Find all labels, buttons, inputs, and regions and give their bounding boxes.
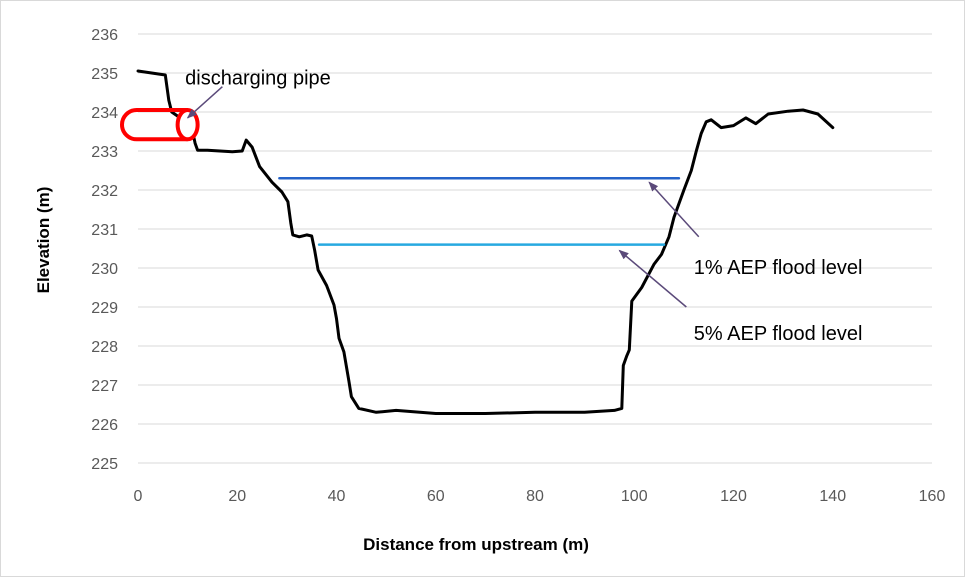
y-tick-label: 229 xyxy=(91,300,118,317)
y-tick-label: 236 xyxy=(91,27,118,44)
pipe-body xyxy=(120,108,188,142)
y-tick-label: 233 xyxy=(91,144,118,161)
series-lines xyxy=(136,69,835,415)
y-tick-label: 232 xyxy=(91,183,118,200)
x-tick-label: 120 xyxy=(720,488,747,505)
annotations: discharging pipe 1% AEP flood level 5% AEP… xyxy=(185,68,862,345)
annotation-arrow xyxy=(618,249,687,308)
x-tick-label: 100 xyxy=(621,488,648,505)
x-tick-label: 60 xyxy=(427,488,445,505)
y-axis-title: Elevation (m) xyxy=(34,187,53,294)
annotation-arrow xyxy=(648,181,700,238)
annotation-arrows xyxy=(186,86,700,308)
y-tick-label: 231 xyxy=(91,222,118,239)
y-tick-label: 227 xyxy=(91,378,118,395)
x-tick-label: 0 xyxy=(134,488,143,505)
y-tick-label: 234 xyxy=(91,105,118,122)
x-tick-label: 40 xyxy=(328,488,346,505)
discharging-pipe-icon xyxy=(120,108,200,142)
ground-profile-line xyxy=(136,69,835,415)
y-tick-label: 230 xyxy=(91,261,118,278)
x-axis-ticks: 0 20 40 60 80 100 120 140 160 xyxy=(134,488,946,505)
pipe-opening xyxy=(175,108,200,142)
x-axis-title: Distance from upstream (m) xyxy=(363,535,589,554)
y-tick-label: 228 xyxy=(91,339,118,356)
annotation-arrow xyxy=(186,86,223,119)
pipe-annotation: discharging pipe xyxy=(185,68,331,90)
flood-level-annotation: 1% AEP flood level xyxy=(694,257,863,279)
x-tick-label: 140 xyxy=(819,488,846,505)
y-tick-label: 235 xyxy=(91,66,118,83)
x-tick-label: 80 xyxy=(526,488,544,505)
y-tick-label: 225 xyxy=(91,456,118,473)
x-tick-label: 20 xyxy=(228,488,246,505)
x-tick-label: 160 xyxy=(919,488,946,505)
y-axis-ticks: 225 226 227 228 229 230 231 232 233 234 235 236 xyxy=(91,27,118,473)
gridlines xyxy=(138,33,932,464)
flood-level-annotation: 5% AEP flood level xyxy=(694,323,863,345)
y-tick-label: 226 xyxy=(91,417,118,434)
